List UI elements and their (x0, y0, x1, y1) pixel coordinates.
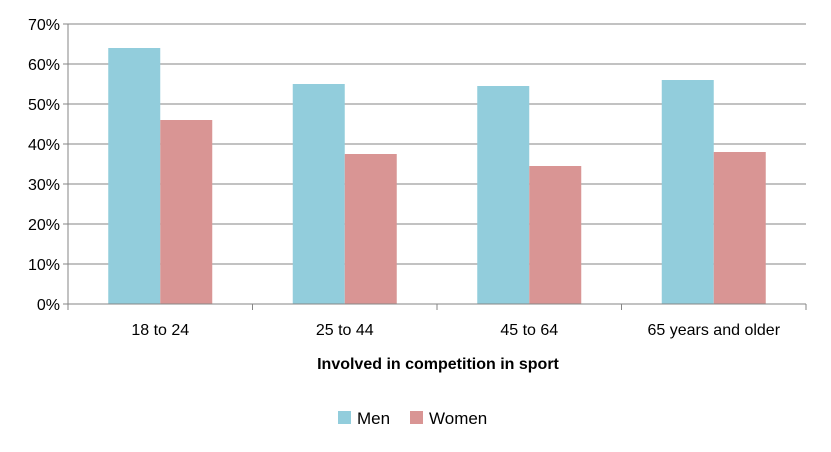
x-category-label: 45 to 64 (500, 322, 558, 339)
x-category-label: 65 years and older (647, 322, 780, 339)
bar-women (713, 152, 766, 304)
bar-men (477, 86, 530, 304)
x-category-label: 25 to 44 (316, 322, 374, 339)
legend-swatch-men (338, 411, 351, 424)
x-axis (67, 24, 807, 310)
y-tick-label: 30% (28, 177, 60, 194)
bar-men (661, 80, 714, 304)
y-tick-label: 0% (37, 297, 60, 314)
legend-label-women: Women (429, 409, 487, 428)
bar-women (529, 166, 582, 304)
legend-label-men: Men (357, 409, 390, 428)
bar-women (160, 120, 213, 304)
bars (108, 48, 766, 304)
x-axis-title: Involved in competition in sport (317, 356, 559, 373)
x-axis-category-labels: 18 to 24 25 to 44 45 to 64 65 years and old… (131, 322, 780, 339)
x-category-label: 18 to 24 (131, 322, 189, 339)
bar-men (108, 48, 161, 304)
y-tick-label: 70% (28, 17, 60, 34)
legend-swatch-women (410, 411, 423, 424)
legend: Men Women (338, 409, 487, 428)
y-tick-label: 40% (28, 137, 60, 154)
y-tick-label: 60% (28, 57, 60, 74)
y-tick-label: 10% (28, 257, 60, 274)
y-tick-label: 20% (28, 217, 60, 234)
y-axis-tick-labels: 0% 10% 20% 30% 40% 50% 60% 70% (28, 17, 60, 314)
y-tick-label: 50% (28, 97, 60, 114)
bar-men (292, 84, 345, 304)
bar-women (344, 154, 397, 304)
